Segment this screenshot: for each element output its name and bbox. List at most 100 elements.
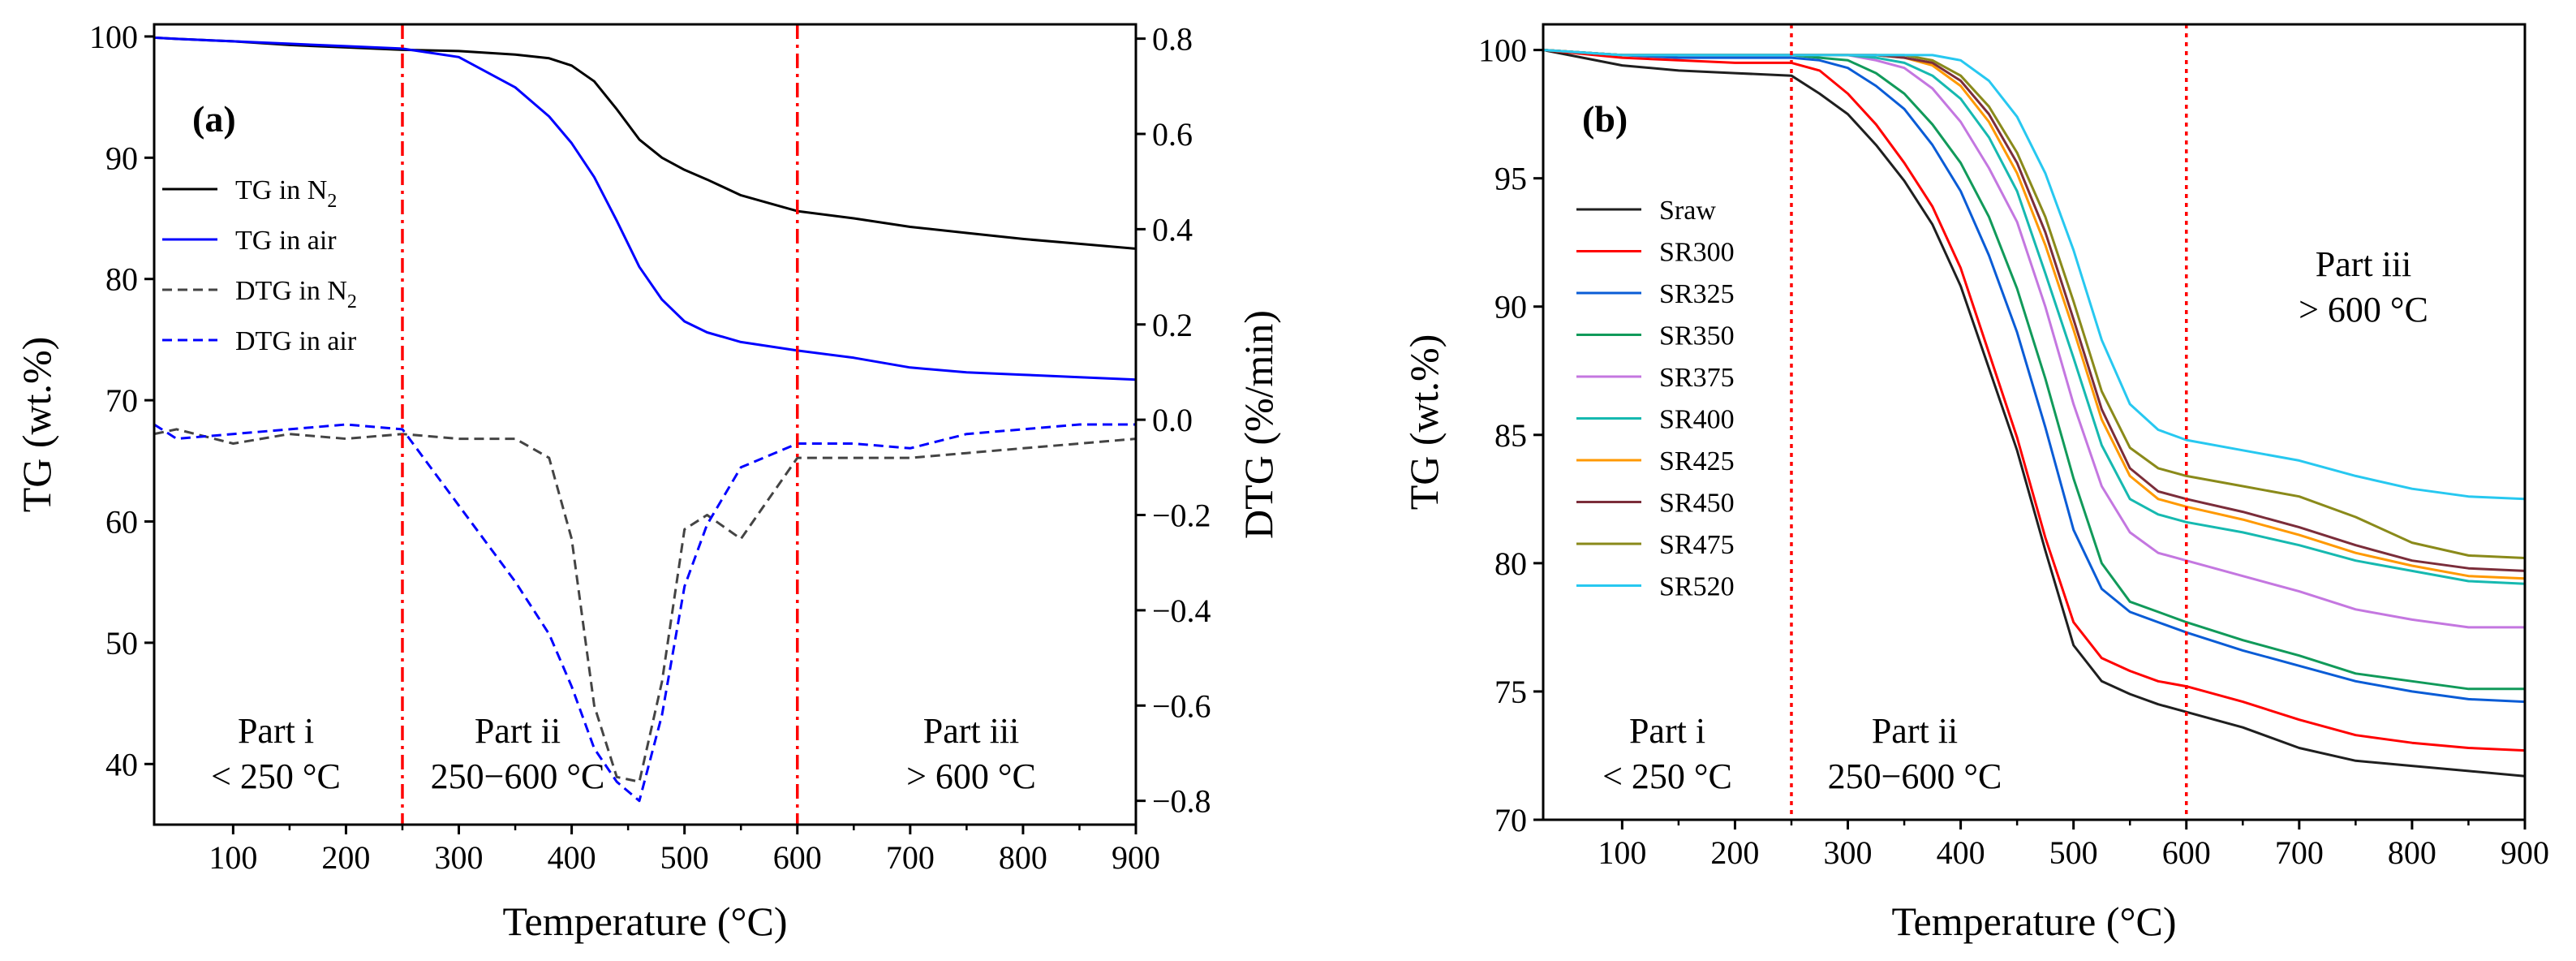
series-line-sr325 bbox=[1543, 49, 2525, 704]
x-axis-title: Temperature (°C) bbox=[1891, 899, 2176, 944]
legend-label: TG in air bbox=[235, 226, 337, 256]
x-axis-title: Temperature (°C) bbox=[502, 899, 787, 944]
x-tick-label: 700 bbox=[2275, 834, 2324, 871]
y-tick-label: 70 bbox=[1494, 802, 1527, 838]
legend-label-text: SR350 bbox=[1659, 321, 1735, 351]
y-tick-label: 100 bbox=[1478, 32, 1527, 69]
y-tick-label: 50 bbox=[105, 625, 138, 661]
region-label: < 250 °C bbox=[1602, 756, 1732, 796]
legend-label-subscript: 2 bbox=[347, 291, 357, 312]
legend-label: SR520 bbox=[1659, 572, 1735, 602]
legend-label-subscript: 2 bbox=[327, 191, 337, 212]
legend-label-text: SR300 bbox=[1659, 238, 1735, 268]
y2-axis-title: DTG (%/min) bbox=[1236, 310, 1281, 539]
y2-tick-label: −0.6 bbox=[1152, 687, 1211, 724]
region-label: Part iii bbox=[2316, 244, 2412, 284]
legend-label-text: SR475 bbox=[1659, 530, 1735, 560]
x-tick-label: 400 bbox=[548, 839, 596, 876]
legend-label-text: TG in air bbox=[235, 226, 337, 256]
region-label: Part i bbox=[1629, 711, 1705, 751]
x-tick-label: 900 bbox=[2501, 834, 2549, 871]
legend-label: SR400 bbox=[1659, 405, 1735, 435]
series-line-tg-in-n2 bbox=[154, 36, 1136, 250]
y2-tick-label: 0.6 bbox=[1152, 116, 1193, 153]
y-tick-label: 85 bbox=[1494, 417, 1527, 454]
legend-label-text: SR425 bbox=[1659, 446, 1735, 476]
y2-tick-label: 0.2 bbox=[1152, 307, 1193, 343]
legend-label: SR475 bbox=[1659, 530, 1735, 560]
legend-label-text: SR450 bbox=[1659, 489, 1735, 519]
y-tick-label: 90 bbox=[105, 140, 138, 176]
y-axis-title: TG (wt.%) bbox=[14, 337, 59, 513]
y2-tick-label: 0.4 bbox=[1152, 211, 1193, 248]
legend-label: DTG in N2 bbox=[235, 276, 357, 312]
legend-label: SR300 bbox=[1659, 238, 1735, 268]
legend-label: DTG in air bbox=[235, 326, 357, 356]
legend-label-text: DTG in N bbox=[235, 276, 347, 306]
legend-label-text: DTG in air bbox=[235, 326, 357, 356]
series-line-tg-in-air bbox=[154, 36, 1136, 381]
region-label: Part i bbox=[238, 711, 314, 751]
region-label: > 600 °C bbox=[2299, 290, 2428, 330]
region-label: Part iii bbox=[923, 711, 1020, 751]
x-tick-label: 500 bbox=[2049, 834, 2098, 871]
panel-b: 100 200 300 400 500 600 700 800 900 70 75 80 85 90 95 1… bbox=[1401, 23, 2549, 944]
region-label: > 600 °C bbox=[906, 756, 1036, 796]
region-label: Part ii bbox=[475, 711, 561, 751]
series-line-sr300 bbox=[1543, 49, 2525, 752]
legend-label: SR450 bbox=[1659, 489, 1735, 519]
legend-label-text: Sraw bbox=[1659, 196, 1716, 226]
x-tick-label: 900 bbox=[1112, 839, 1160, 876]
y-tick-label: 95 bbox=[1494, 161, 1527, 197]
x-tick-label: 800 bbox=[2388, 834, 2436, 871]
y-axis-title: TG (wt.%) bbox=[1401, 334, 1447, 511]
y2-tick-label: −0.4 bbox=[1152, 593, 1211, 629]
x-tick-label: 200 bbox=[321, 839, 370, 876]
plot-frame bbox=[1542, 23, 2527, 821]
legend-label-text: SR520 bbox=[1659, 572, 1735, 602]
y-tick-label: 75 bbox=[1494, 674, 1527, 710]
x-tick-label: 100 bbox=[1598, 834, 1646, 871]
x-tick-label: 300 bbox=[435, 839, 484, 876]
series-group bbox=[154, 36, 1136, 803]
legend-label: TG in N2 bbox=[235, 175, 337, 212]
x-tick-label: 200 bbox=[1710, 834, 1759, 871]
legend-label-text: SR400 bbox=[1659, 405, 1735, 435]
y-tick-label: 60 bbox=[105, 504, 138, 541]
y-tick-label: 80 bbox=[105, 261, 138, 298]
y2-tick-label: −0.8 bbox=[1152, 783, 1211, 820]
legend: Sraw SR300 SR325 SR350 SR375 SR400 SR425 SR450 S… bbox=[1576, 196, 1735, 602]
y-tick-label: 40 bbox=[105, 746, 138, 782]
legend-label: SR325 bbox=[1659, 279, 1735, 309]
x-tick-label: 800 bbox=[999, 839, 1047, 876]
x-tick-label: 300 bbox=[1824, 834, 1873, 871]
y-tick-label: 80 bbox=[1494, 545, 1527, 582]
y2-tick-label: 0.0 bbox=[1152, 402, 1193, 438]
region-label: 250−600 °C bbox=[431, 756, 605, 796]
plot-frame bbox=[153, 23, 1137, 826]
legend-label-text: SR325 bbox=[1659, 279, 1735, 309]
series-line-dtg-in-n2 bbox=[154, 428, 1136, 783]
y-tick-label: 90 bbox=[1494, 289, 1527, 325]
x-tick-label: 100 bbox=[209, 839, 257, 876]
legend-label-text: SR375 bbox=[1659, 363, 1735, 393]
x-tick-label: 500 bbox=[660, 839, 709, 876]
legend-label: SR425 bbox=[1659, 446, 1735, 476]
region-label: 250−600 °C bbox=[1828, 756, 2002, 796]
y-tick-label: 70 bbox=[105, 382, 138, 419]
legend-label: SR350 bbox=[1659, 321, 1735, 351]
x-tick-label: 700 bbox=[886, 839, 935, 876]
x-tick-label: 600 bbox=[773, 839, 822, 876]
legend-label: Sraw bbox=[1659, 196, 1716, 226]
region-label: Part ii bbox=[1872, 711, 1958, 751]
legend-label: SR375 bbox=[1659, 363, 1735, 393]
region-label: < 250 °C bbox=[211, 756, 341, 796]
y2-tick-label: −0.2 bbox=[1152, 498, 1211, 534]
x-tick-label: 400 bbox=[1937, 834, 1985, 871]
x-tick-label: 600 bbox=[2162, 834, 2211, 871]
panel-label: (a) bbox=[192, 98, 236, 140]
legend-label-text: TG in N bbox=[235, 175, 327, 205]
y-tick-label: 100 bbox=[89, 19, 138, 55]
